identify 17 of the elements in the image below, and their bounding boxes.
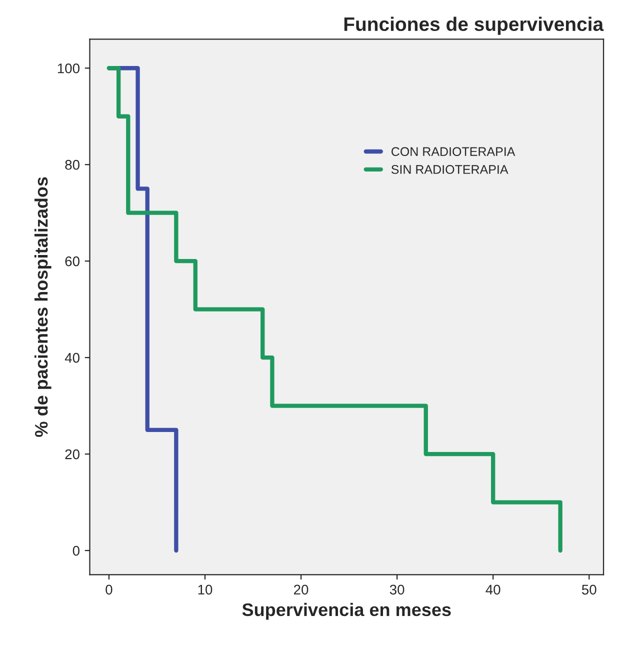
x-tick-label: 10 xyxy=(198,584,212,595)
y-tick-label: 60 xyxy=(65,256,80,266)
legend-label: SIN RADIOTERAPIA xyxy=(391,165,508,174)
x-tick-label: 0 xyxy=(106,584,112,595)
x-axis-title: Supervivencia en meses xyxy=(242,602,451,620)
chart-title: Funciones de supervivencia xyxy=(344,16,604,35)
y-tick-label: 40 xyxy=(64,352,80,363)
y-tick-label: 100 xyxy=(58,63,80,74)
legend-label: CON RADIOTERAPIA xyxy=(392,147,516,156)
y-tick-label: 0 xyxy=(72,546,80,556)
x-tick-label: 40 xyxy=(486,584,500,595)
x-tick-label: 20 xyxy=(294,584,308,595)
x-tick-label: 30 xyxy=(390,584,404,595)
x-tick-label: 50 xyxy=(582,584,596,595)
y-axis-title: % de pacientes hospitalizados xyxy=(34,177,52,437)
y-tick-label: 20 xyxy=(65,449,80,460)
y-tick-label: 80 xyxy=(65,160,80,170)
